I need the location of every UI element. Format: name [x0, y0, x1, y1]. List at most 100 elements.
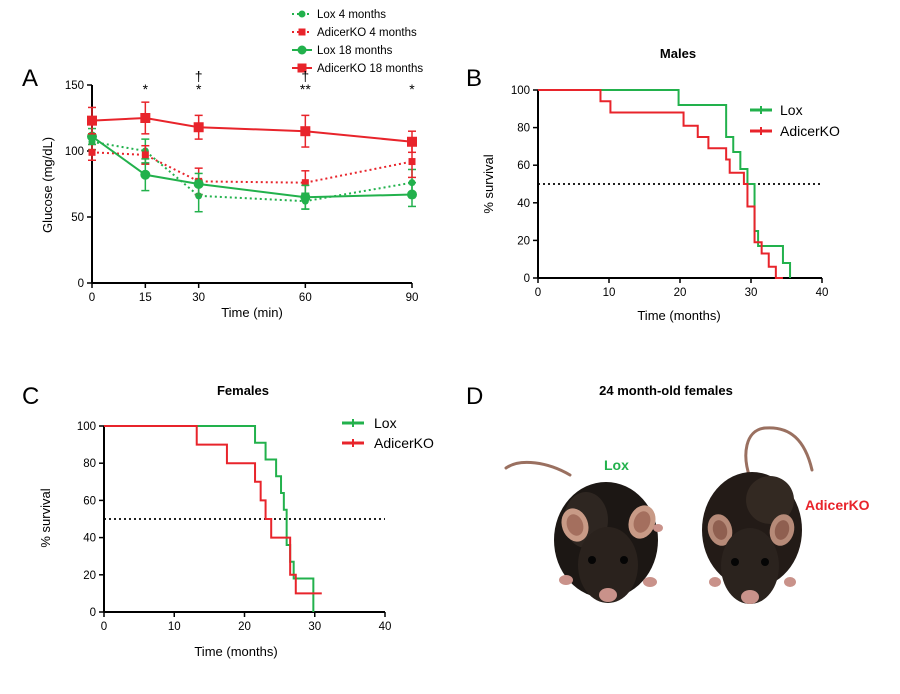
- x-tick-label: 0: [101, 621, 107, 633]
- series-lox-4-months: [88, 133, 416, 213]
- data-point: [193, 122, 204, 133]
- adicerko-mouse-label: AdicerKO: [805, 497, 870, 513]
- photo-title: 24 month-old females: [599, 383, 733, 398]
- y-axis-label: Glucose (mg/dL): [40, 137, 55, 233]
- y-axis-label: % survival: [481, 154, 496, 213]
- significance-marker: *: [196, 81, 202, 97]
- data-point: [300, 126, 311, 137]
- legend-label: Lox 4 months: [317, 9, 386, 21]
- legend-entry: AdicerKO: [750, 123, 840, 139]
- x-tick-label: 20: [238, 621, 251, 633]
- x-tick-label: 20: [674, 287, 687, 299]
- y-tick-label: 40: [83, 533, 96, 545]
- y-tick-label: 0: [524, 273, 530, 285]
- data-point: [301, 179, 309, 187]
- legend-entry: Lox: [342, 415, 397, 431]
- x-tick-label: 90: [406, 292, 419, 304]
- data-point: [407, 189, 417, 200]
- legend-label: Lox: [780, 102, 803, 118]
- y-axis-label: % survival: [38, 488, 53, 547]
- legend-label: AdicerKO: [374, 435, 434, 451]
- x-tick-label: 30: [192, 292, 205, 304]
- data-point: [300, 192, 311, 203]
- x-axis-label: Time (months): [194, 644, 277, 659]
- y-tick-label: 80: [517, 123, 530, 135]
- y-tick-label: 80: [83, 458, 96, 470]
- data-point: [88, 148, 96, 156]
- legend-entry: Lox 4 months: [292, 9, 386, 21]
- y-tick-label: 50: [71, 212, 84, 224]
- legend-label: Lox: [374, 415, 397, 431]
- x-tick-label: 15: [139, 292, 152, 304]
- x-axis-label: Time (min): [221, 305, 283, 320]
- y-tick-label: 20: [83, 570, 96, 582]
- survival-curve-lox: [538, 89, 792, 278]
- significance-marker: †: [301, 68, 309, 84]
- series-lox-18-months: [87, 127, 417, 210]
- legend-entry: Lox: [750, 102, 803, 118]
- x-tick-label: 40: [379, 621, 392, 633]
- females-survival-chart: Females % survival Time (months) Lox Adi…: [38, 383, 434, 659]
- data-point: [140, 113, 151, 123]
- y-tick-label: 100: [65, 146, 84, 158]
- x-tick-label: 30: [745, 287, 758, 299]
- legend-label: AdicerKO 4 months: [317, 27, 417, 39]
- panel-label-a: A: [22, 65, 38, 92]
- significance-marker: *: [409, 81, 415, 97]
- panel-label-b: B: [466, 65, 482, 92]
- adicerko-mouse-image: [702, 426, 814, 604]
- chart-title: Females: [217, 383, 269, 398]
- x-tick-label: 10: [168, 621, 181, 633]
- y-tick-label: 0: [90, 607, 96, 619]
- data-point: [87, 115, 97, 126]
- y-tick-label: 60: [517, 160, 530, 172]
- x-tick-label: 40: [816, 287, 829, 299]
- series-line: [91, 151, 413, 184]
- x-axis-label: Time (months): [637, 308, 720, 323]
- data-point: [141, 151, 149, 159]
- chart-legend: Lox AdicerKO: [750, 102, 840, 139]
- panel-label-c: C: [22, 383, 39, 410]
- data-point: [193, 179, 204, 189]
- x-tick-label: 30: [308, 621, 321, 633]
- data-point: [407, 136, 417, 147]
- significance-marker: **: [300, 81, 311, 97]
- y-tick-label: 20: [517, 235, 530, 247]
- legend-label: AdicerKO 18 months: [317, 63, 423, 75]
- glucose-chart: Lox 4 months AdicerKO 4 months Lox 18 mo…: [40, 9, 423, 320]
- y-tick-label: 150: [65, 80, 84, 92]
- panel-label-d: D: [466, 383, 483, 410]
- legend-entry: AdicerKO 18 months: [292, 63, 423, 75]
- data-point: [408, 158, 416, 166]
- legend-entry: AdicerKO 4 months: [292, 27, 417, 39]
- chart-legend: Lox 4 months AdicerKO 4 months Lox 18 mo…: [292, 9, 423, 75]
- x-tick-label: 0: [535, 287, 541, 299]
- series-line: [91, 140, 413, 203]
- legend-label: Lox 18 months: [317, 45, 393, 57]
- y-tick-label: 100: [77, 421, 96, 433]
- significance-marker: †: [195, 68, 203, 84]
- lox-mouse-image: [504, 460, 663, 603]
- chart-title: Males: [660, 46, 696, 61]
- y-tick-label: 60: [83, 495, 96, 507]
- x-tick-label: 0: [89, 292, 95, 304]
- survival-curve-adicerko: [104, 425, 322, 595]
- y-tick-label: 40: [517, 198, 530, 210]
- legend-entry: Lox 18 months: [292, 45, 393, 57]
- chart-legend: Lox AdicerKO: [342, 415, 434, 451]
- series-line: [91, 135, 413, 199]
- legend-label: AdicerKO: [780, 123, 840, 139]
- series-adicerko-18-months: [87, 101, 417, 154]
- data-point: [140, 169, 151, 180]
- y-tick-label: 0: [78, 278, 84, 290]
- survival-curve-adicerko: [538, 89, 783, 279]
- lox-mouse-label: Lox: [604, 457, 629, 473]
- x-tick-label: 60: [299, 292, 312, 304]
- significance-marker: *: [143, 81, 149, 97]
- series-line: [91, 116, 413, 143]
- y-tick-label: 100: [511, 85, 530, 97]
- x-tick-label: 10: [603, 287, 616, 299]
- legend-entry: AdicerKO: [342, 435, 434, 451]
- mice-photo-panel: 24 month-old females Lox: [504, 383, 870, 604]
